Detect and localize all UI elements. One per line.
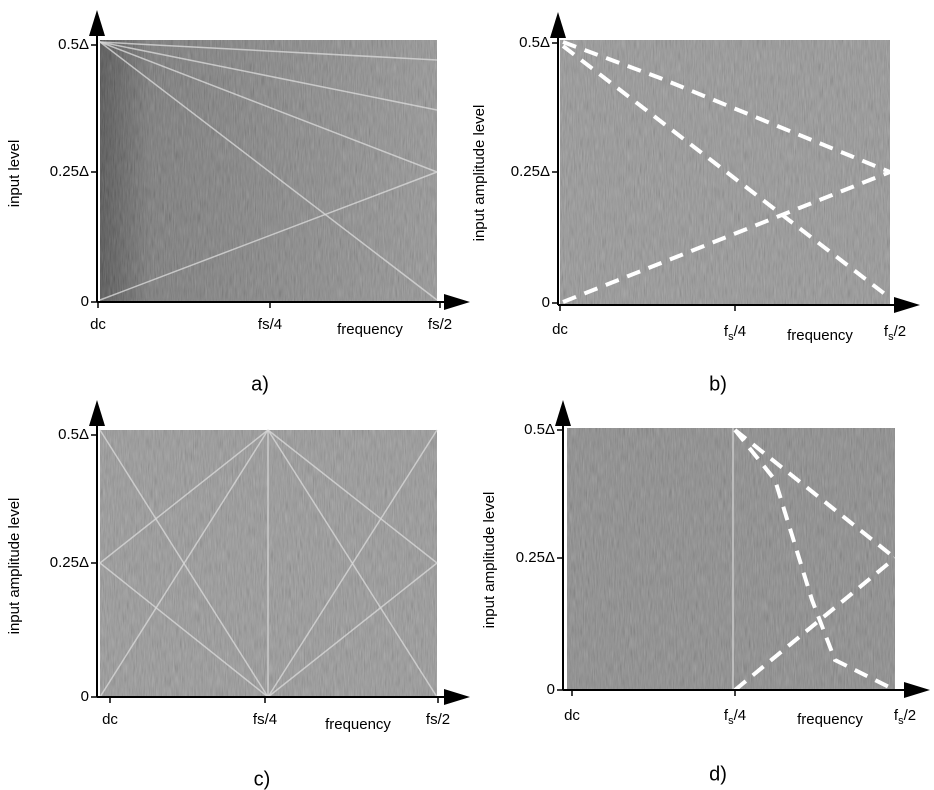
y-tick-label: 0.5Δ [58,426,89,443]
tick-tail: /2 [904,707,917,724]
x-tick-label: fs/2 [426,711,450,728]
y-axis-arrow [550,12,566,38]
panel-caption: d) [709,763,727,785]
x-axis-label: frequency [337,321,403,338]
y-tick-label: 0.25Δ [50,163,89,180]
x-axis-arrow [904,682,930,698]
y-axis-arrow [89,400,105,426]
panel: 0.5Δ 0.25Δ 0 dc fs/4 frequency fs/2 input ampli… [481,400,930,785]
y-tick-label: 0.25Δ [516,549,555,566]
panel-caption: b) [709,373,727,395]
tick-tail: /4 [734,707,747,724]
spectrogram-texture [567,428,895,690]
y-axis-arrow [89,10,105,36]
x-tick-label: dc [90,316,106,333]
x-axis-label: frequency [787,327,853,344]
x-axis-label: frequency [797,711,863,728]
x-axis-arrow [444,689,470,705]
y-axis-label: input level [6,140,23,208]
y-tick-label: 0 [547,681,555,698]
x-tick-label: fs/4 [724,707,746,727]
x-tick-label: dc [102,711,118,728]
x-tick-label: fs/4 [258,316,282,333]
x-tick-label: dc [552,321,568,338]
y-tick-label: 0 [81,688,89,705]
y-tick-label: 0 [81,293,89,310]
y-tick-label: 0.25Δ [511,163,550,180]
panel: 0.5Δ 0.25Δ 0 dc fs/4 frequency fs/2 input ampli… [6,400,470,790]
panel-caption: c) [254,768,271,790]
y-axis-label: input amplitude level [471,105,488,242]
y-tick-label: 0.25Δ [50,554,89,571]
x-axis-arrow [444,294,470,310]
panel: 0.5Δ 0.25Δ 0dc fs/4 frequency fs/2 input level… [6,10,470,395]
y-tick-label: 0.5Δ [524,421,555,438]
figure: 0.5Δ0.25Δ0dcfs/4frequencyfs/2input level… [0,0,934,790]
x-axis-arrow [894,297,920,313]
y-axis-label: input amplitude level [481,492,498,629]
x-axis-label: frequency [325,716,391,733]
tick-tail: /2 [894,323,907,340]
panel: 0.5Δ 0.25Δ 0dc fs/4 frequency fs/2 input ampli… [471,12,920,395]
x-tick-label: fs/4 [724,323,746,343]
x-tick-label: fs/2 [428,316,452,333]
x-tick-label: fs/2 [884,323,906,343]
y-axis-arrow [555,400,571,426]
x-tick-label: fs/2 [894,707,916,727]
tick-tail: /4 [734,323,747,340]
y-tick-label: 0.5Δ [519,34,550,51]
panel-caption: a) [251,373,269,395]
y-tick-label: 0 [542,294,550,311]
y-axis-label: input amplitude level [6,498,23,635]
x-tick-label: fs/4 [253,711,277,728]
x-tick-label: dc [564,707,580,724]
y-tick-label: 0.5Δ [58,36,89,53]
